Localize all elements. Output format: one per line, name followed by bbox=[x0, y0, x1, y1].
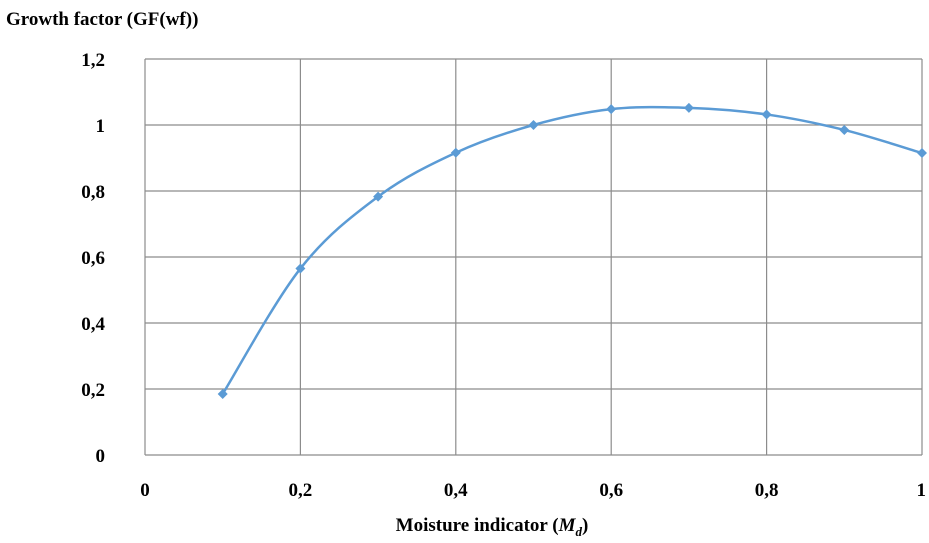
x-tick-label: 0 bbox=[140, 480, 150, 501]
data-point-marker bbox=[606, 104, 617, 115]
data-point-marker bbox=[217, 388, 228, 399]
data-point-marker bbox=[450, 147, 461, 158]
y-tick-label: 1 bbox=[96, 116, 106, 137]
data-point-marker bbox=[761, 109, 772, 120]
y-tick-label: 0,8 bbox=[81, 182, 105, 203]
x-axis-label-main: Moisture indicator ( bbox=[396, 515, 559, 536]
grid bbox=[144, 58, 923, 456]
x-axis-label-var: M bbox=[558, 515, 577, 536]
y-tick-label: 0,2 bbox=[81, 380, 105, 401]
x-axis-label-sub: d bbox=[575, 524, 582, 539]
series-markers bbox=[217, 102, 927, 399]
data-point-marker bbox=[295, 263, 306, 274]
x-tick-label: 1 bbox=[917, 480, 927, 501]
x-axis-label: Moisture indicator (Md) bbox=[396, 515, 589, 539]
x-tick-label: 0,2 bbox=[289, 480, 313, 501]
x-tick-label: 0,6 bbox=[599, 480, 623, 501]
y-tick-label: 0,6 bbox=[81, 248, 105, 269]
x-axis-label-close: ) bbox=[582, 515, 588, 536]
y-axis-label: Growth factor (GF(wf)) bbox=[6, 9, 198, 30]
data-point-marker bbox=[683, 102, 694, 113]
series-line bbox=[221, 105, 923, 395]
data-point-marker bbox=[839, 124, 850, 135]
y-ticks: 0 0,2 0,4 0,6 0,8 1 1,2 bbox=[81, 50, 105, 467]
x-tick-label: 0,8 bbox=[755, 480, 779, 501]
y-tick-label: 1,2 bbox=[81, 50, 105, 71]
data-point-marker bbox=[373, 191, 384, 202]
x-ticks: 0 0,2 0,4 0,6 0,8 1 bbox=[140, 480, 926, 501]
data-point-marker bbox=[528, 120, 539, 130]
x-tick-label: 0,4 bbox=[444, 480, 468, 501]
data-point-marker bbox=[917, 148, 927, 159]
y-tick-label: 0 bbox=[96, 446, 106, 467]
y-tick-label: 0,4 bbox=[81, 314, 105, 335]
